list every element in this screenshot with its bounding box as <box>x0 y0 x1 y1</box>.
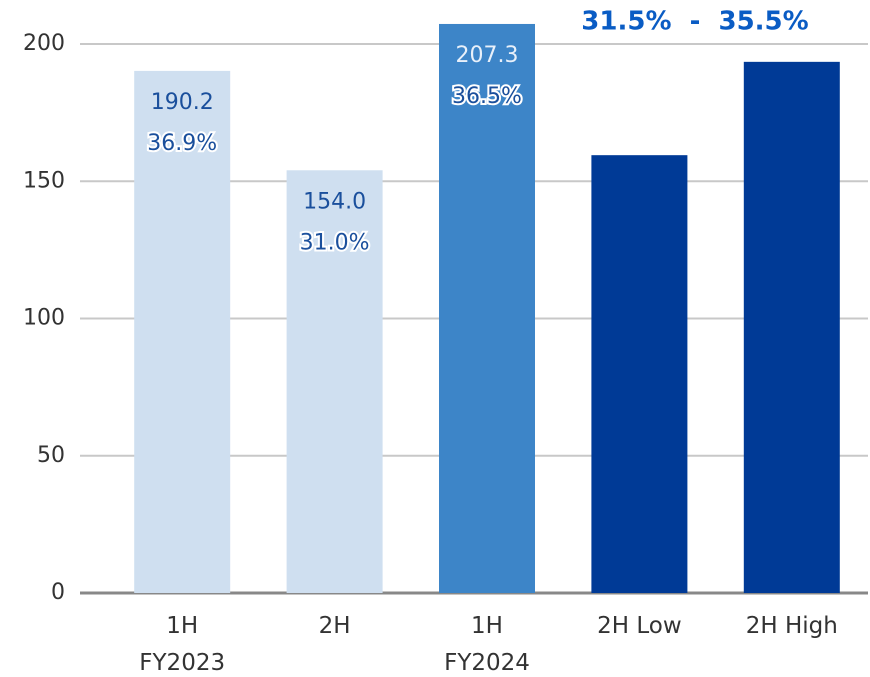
x-tick-label: 2H <box>318 613 351 639</box>
x-tick-label: 2H Low <box>597 613 682 639</box>
x-tick-label: 1H FY2024 <box>444 613 530 676</box>
margin-label: 31.0% <box>300 230 370 255</box>
bar <box>591 155 688 594</box>
y-tick-label: 150 <box>23 168 65 193</box>
bar <box>134 70 231 593</box>
bar <box>743 61 840 593</box>
margin-label: 36.9% <box>147 131 217 156</box>
y-tick-label: 100 <box>23 306 65 331</box>
margin-label: 36.5% <box>452 84 522 109</box>
y-tick-label: 50 <box>37 443 65 468</box>
value-label: 207.3 <box>456 43 519 68</box>
y-tick-label: 0 <box>51 580 65 605</box>
range-label: 31.5% - 35.5% <box>581 7 808 37</box>
x-tick-label: 2H High <box>745 613 838 639</box>
bar <box>286 170 383 593</box>
value-label: 190.2 <box>151 90 214 115</box>
bar <box>439 23 535 594</box>
value-label: 154.0 <box>303 189 366 214</box>
y-tick-label: 200 <box>23 31 65 56</box>
x-tick-label: 1H FY2023 <box>139 613 226 676</box>
